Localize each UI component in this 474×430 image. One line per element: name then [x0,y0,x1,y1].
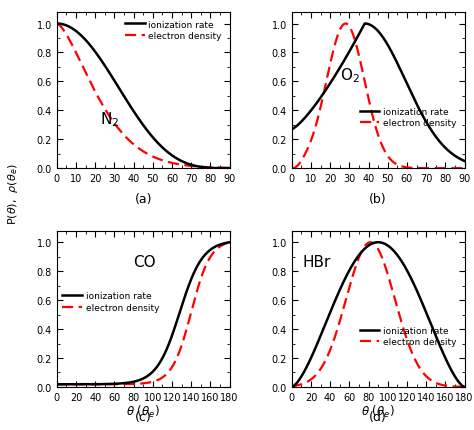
electron density [138,381,144,386]
electron density [134,381,139,387]
electron density [190,304,196,309]
ionization rate [54,22,60,27]
electron density [54,382,60,387]
Text: (d): (d) [369,410,387,424]
ionization rate [227,240,232,245]
electron density [462,166,467,171]
ionization rate [63,382,69,387]
electron density [368,240,374,245]
electron density [457,384,463,390]
electron density [289,384,295,390]
electron density [63,382,69,387]
electron density [343,22,348,27]
Line: ionization rate: ionization rate [292,25,465,162]
Line: electron density: electron density [292,25,465,169]
electron density [425,375,431,381]
Text: P($\theta$),  $\rho$($\theta_e$): P($\theta$), $\rho$($\theta_e$) [6,163,20,224]
ionization rate [222,241,228,246]
Legend: ionization rate, electron density: ionization rate, electron density [63,292,159,312]
electron density [222,166,228,171]
electron density [462,384,467,390]
ionization rate [190,163,196,169]
electron density [298,160,303,165]
electron density [190,164,196,169]
ionization rate [425,123,431,128]
Line: ionization rate: ionization rate [57,25,229,169]
ionization rate [362,22,368,27]
ionization rate [456,381,462,386]
Text: (b): (b) [369,192,387,205]
electron density [54,22,60,27]
electron density [222,242,228,247]
ionization rate [298,120,303,126]
ionization rate [462,159,467,164]
electron density [425,166,431,171]
Line: electron density: electron density [57,243,229,384]
ionization rate [373,27,379,32]
Text: N$_2$: N$_2$ [100,110,119,128]
ionization rate [289,127,295,132]
Text: HBr: HBr [302,255,330,270]
ionization rate [54,382,60,387]
Line: electron density: electron density [292,243,465,387]
ionization rate [456,157,462,162]
Line: ionization rate: ionization rate [292,243,465,387]
ionization rate [457,157,463,162]
Line: electron density: electron density [57,25,229,169]
ionization rate [134,114,139,119]
electron density [373,126,379,131]
ionization rate [138,120,144,125]
ionization rate [134,378,139,384]
Text: (a): (a) [135,192,152,205]
ionization rate [462,384,467,390]
ionization rate [425,314,431,319]
ionization rate [368,24,374,29]
ionization rate [289,384,295,390]
electron density [134,144,139,150]
electron density [298,382,303,387]
X-axis label: $\theta$ ($\theta_e$): $\theta$ ($\theta_e$) [127,403,160,419]
electron density [222,166,228,171]
Text: CO: CO [133,255,155,270]
Legend: ionization rate, electron density: ionization rate, electron density [360,326,456,346]
ionization rate [222,241,228,246]
electron density [227,240,232,245]
ionization rate [138,377,144,382]
ionization rate [457,381,463,386]
electron density [368,240,374,246]
electron density [289,166,295,172]
ionization rate [227,166,232,172]
Text: O$_2$: O$_2$ [340,66,360,85]
Line: ionization rate: ionization rate [57,243,229,384]
electron density [138,148,144,153]
ionization rate [222,166,228,171]
electron density [227,166,232,171]
electron density [373,243,379,249]
Legend: ionization rate, electron density: ionization rate, electron density [125,21,222,41]
electron density [457,166,463,171]
ionization rate [375,240,381,245]
X-axis label: $\theta$ ($\theta_e$): $\theta$ ($\theta_e$) [361,403,395,419]
Text: (c): (c) [135,410,152,424]
electron density [456,166,462,171]
electron density [63,32,69,37]
ionization rate [222,166,228,171]
ionization rate [298,375,303,381]
electron density [368,109,374,114]
ionization rate [190,273,196,278]
ionization rate [373,240,379,246]
ionization rate [63,24,69,29]
Legend: ionization rate, electron density: ionization rate, electron density [360,108,456,128]
electron density [456,384,462,390]
electron density [222,242,228,247]
ionization rate [368,242,374,247]
